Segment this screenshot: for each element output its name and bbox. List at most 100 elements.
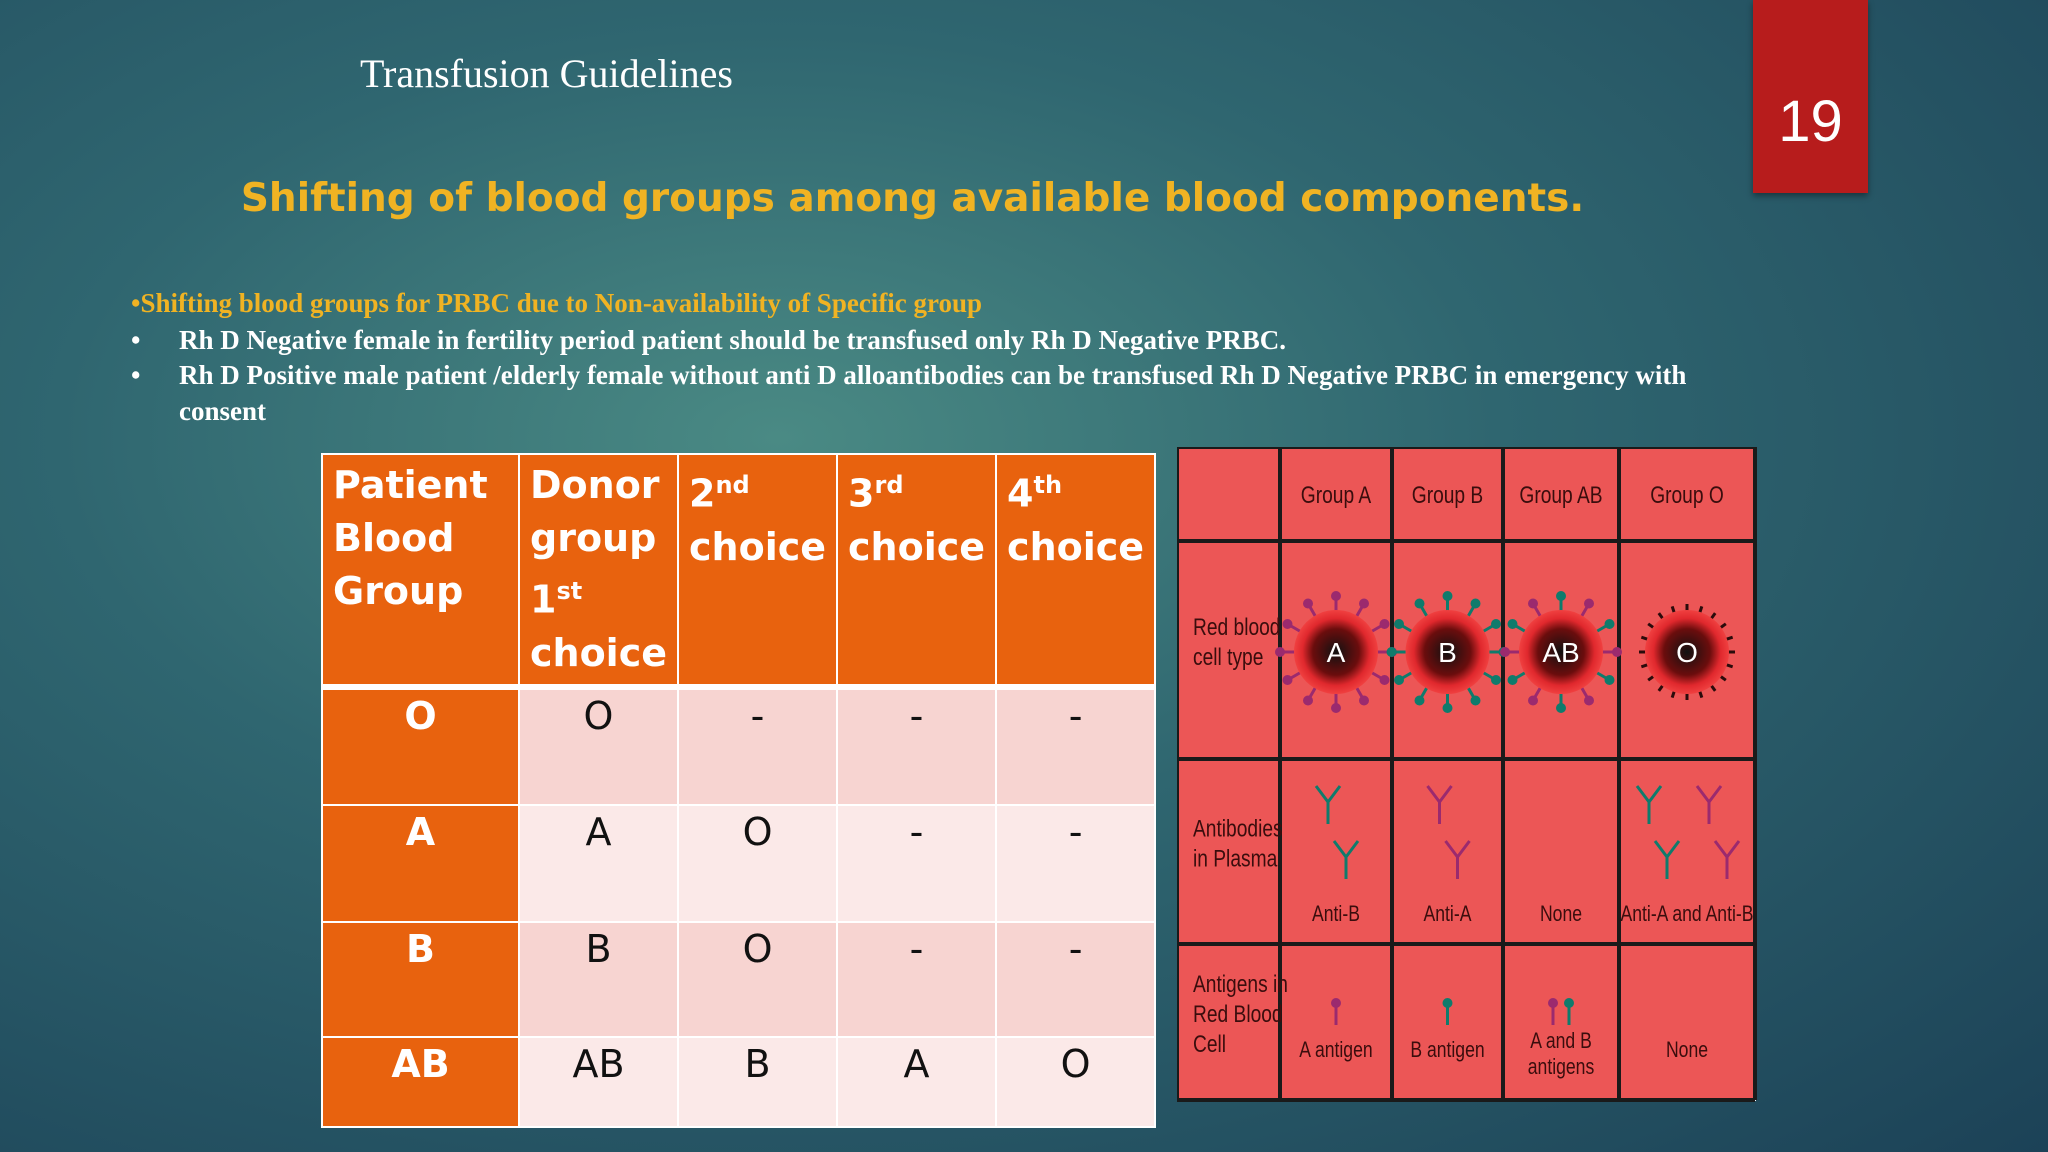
header-text: 2 bbox=[689, 471, 716, 516]
header-text: choice bbox=[530, 630, 668, 675]
page-number: 19 bbox=[1778, 89, 1843, 154]
cell-type: B bbox=[1438, 637, 1457, 668]
table-cell: O bbox=[517, 683, 680, 806]
table-cell: - bbox=[995, 803, 1157, 923]
antigen-tip bbox=[1386, 647, 1397, 657]
antigen-label: None bbox=[1666, 1038, 1708, 1062]
antigen-tip bbox=[1414, 695, 1425, 706]
red-cell bbox=[1405, 610, 1490, 694]
table-cell: O bbox=[677, 920, 839, 1038]
antigen-label: antigens bbox=[1528, 1055, 1595, 1079]
table-cell: A bbox=[836, 1035, 998, 1128]
antigen-tip bbox=[1442, 703, 1453, 713]
bullet: • Rh D Positive male patient /elderly fem… bbox=[131, 357, 1691, 429]
cell-type: O bbox=[1676, 637, 1698, 668]
blood-group-diagram: Group A Group B Group AB Group O Red bloodce… bbox=[1177, 447, 1757, 1102]
antigen-tip bbox=[1470, 598, 1481, 609]
header-text: 4 bbox=[1007, 471, 1034, 516]
antigen-tip bbox=[1275, 647, 1285, 657]
antigen-label: A and B bbox=[1530, 1029, 1592, 1053]
group-label: Group A bbox=[1301, 481, 1372, 509]
table-cell: O bbox=[995, 1035, 1157, 1128]
heading: Shifting of blood groups among available… bbox=[240, 176, 1585, 221]
page-number-box: 19 bbox=[1753, 0, 1868, 193]
antigen-tip bbox=[1303, 598, 1313, 609]
bullet: •Shifting blood groups for PRBC due to N… bbox=[131, 285, 1691, 321]
superscript: th bbox=[1033, 471, 1063, 499]
antibody bbox=[1332, 840, 1360, 879]
table-cell: - bbox=[677, 683, 839, 806]
antigen-label: B antigen bbox=[1410, 1038, 1484, 1062]
row-label: Antigens in bbox=[1193, 970, 1288, 998]
row-header-cell: O bbox=[321, 683, 520, 806]
antigen-tip bbox=[1442, 591, 1453, 601]
row-label: Red Blood bbox=[1193, 1000, 1283, 1028]
antigen-tip bbox=[1394, 619, 1405, 629]
table-cell: - bbox=[995, 683, 1157, 806]
antigen-head bbox=[1564, 998, 1574, 1008]
bullet-marker: • bbox=[131, 288, 141, 318]
antibody bbox=[1314, 785, 1342, 824]
antigen-tip bbox=[1507, 675, 1518, 685]
header-text: Donor group bbox=[530, 463, 660, 560]
row-label: Red blood bbox=[1193, 613, 1280, 641]
antibody-label: Anti-A and Anti-B bbox=[1621, 902, 1754, 926]
header-cell: Patient Blood Group bbox=[321, 453, 520, 688]
group-label: Group AB bbox=[1519, 481, 1602, 509]
row-header-cell: A bbox=[321, 803, 520, 923]
header-text: Patient Blood Group bbox=[333, 463, 488, 613]
group-label: Group B bbox=[1412, 481, 1483, 509]
table-cell: - bbox=[836, 920, 998, 1038]
antigen-tip bbox=[1394, 675, 1405, 685]
table-cell: - bbox=[836, 803, 998, 923]
antibody bbox=[1653, 840, 1681, 879]
antigen-tip bbox=[1507, 619, 1518, 629]
bullet-text: Rh D Negative female in fertility period… bbox=[179, 325, 1286, 355]
header-cell: Donor group 1st choice bbox=[517, 453, 680, 688]
antibody-label: Anti-B bbox=[1312, 902, 1360, 926]
table-cell: B bbox=[517, 920, 680, 1038]
table-cell: - bbox=[995, 920, 1157, 1038]
antibody-label: Anti-A bbox=[1424, 902, 1473, 926]
antigen-head bbox=[1331, 998, 1341, 1008]
red-cell bbox=[1645, 610, 1729, 694]
antigen-tip bbox=[1282, 619, 1293, 629]
bullet-marker: • bbox=[131, 325, 141, 355]
antigen-tip bbox=[1303, 695, 1313, 706]
table-cell: - bbox=[836, 683, 998, 806]
bullet-text: Rh D Positive male patient /elderly fema… bbox=[179, 360, 1687, 426]
antigen-tip bbox=[1528, 695, 1538, 706]
table-cell: B bbox=[677, 1035, 839, 1128]
antigen-tip bbox=[1556, 703, 1566, 713]
antibody-label: None bbox=[1540, 902, 1582, 926]
bullet: • Rh D Negative female in fertility perio… bbox=[131, 322, 1691, 358]
antigen-tip bbox=[1331, 703, 1341, 713]
antigen-tip bbox=[1414, 598, 1425, 609]
antigen-tip bbox=[1379, 619, 1390, 629]
cell-type: A bbox=[1327, 637, 1346, 668]
table-cell: O bbox=[677, 803, 839, 923]
row-label: Cell bbox=[1193, 1030, 1226, 1058]
header-text: choice bbox=[689, 524, 827, 569]
antigen-tip bbox=[1584, 598, 1594, 609]
row-label: in Plasma bbox=[1193, 844, 1278, 872]
diagram-frame bbox=[1177, 447, 1756, 1101]
antigen-tip bbox=[1604, 619, 1615, 629]
header-text: choice bbox=[1007, 524, 1145, 569]
antibody bbox=[1695, 785, 1723, 824]
header-text: choice bbox=[848, 524, 986, 569]
superscript: nd bbox=[715, 471, 750, 499]
table-row: AB AB B A O bbox=[321, 1035, 1157, 1128]
antigen-tip bbox=[1528, 598, 1538, 609]
antigen-tip bbox=[1604, 675, 1615, 685]
header-text: 1 bbox=[530, 577, 557, 622]
bullet-marker: • bbox=[131, 360, 141, 390]
antigen-tip bbox=[1359, 695, 1369, 706]
bullet-text: Shifting blood groups for PRBC due to No… bbox=[140, 288, 983, 318]
antibody bbox=[1635, 785, 1663, 824]
antibody bbox=[1426, 785, 1453, 824]
antigen-tip bbox=[1470, 695, 1481, 706]
